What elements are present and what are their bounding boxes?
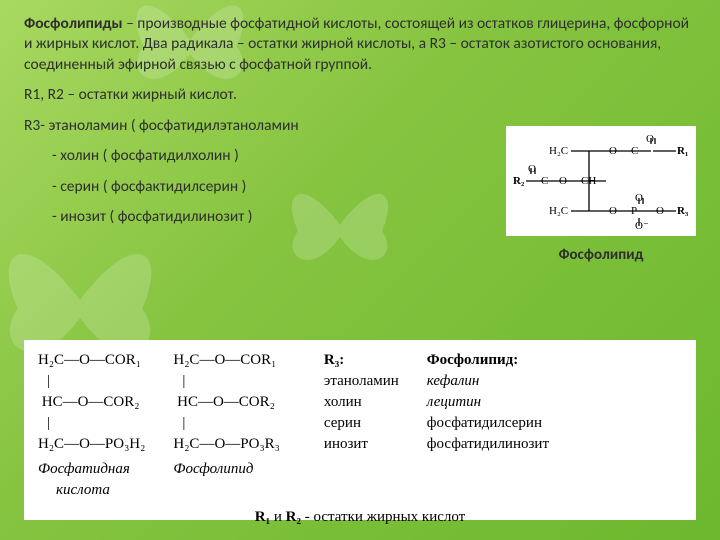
content-area: Фосфолипиды – производные фосфатидной ки…	[24, 14, 696, 228]
svg-text:H₂C: H₂C	[549, 205, 568, 217]
svg-text:C: C	[631, 145, 638, 157]
svg-text:R₃: R₃	[677, 205, 689, 217]
footer-tail: - остатки жирных кислот	[301, 509, 465, 525]
svg-text:CH: CH	[581, 175, 596, 187]
lower-columns: H₂C—O—COR₁ | HC—O—COR₂ | H₂C—O—PO₃H₂ Фос…	[38, 350, 682, 501]
name-2: фосфатидилсерин	[427, 413, 549, 434]
footer-r1: R₁	[255, 509, 270, 525]
r3-item-1: холин	[324, 392, 399, 413]
pa-label2: кислота	[38, 480, 145, 501]
svg-text:O: O	[635, 192, 643, 204]
name-1: лецитин	[427, 392, 549, 413]
svg-text:O: O	[559, 175, 567, 187]
pl-line1: H₂C—O—COR₁	[173, 350, 280, 371]
pa-line3: H₂C—O—PO₃H₂	[38, 434, 145, 455]
pl-label: Фосфолипид	[173, 459, 280, 480]
footer-line: R₁ и R₂ - остатки жирных кислот	[38, 509, 682, 526]
pl-bond2: |	[173, 413, 280, 434]
footer-mid: и	[270, 509, 286, 525]
r3-item-3: инозит	[324, 434, 399, 455]
phospholipid-structure-icon: H₂C O C O R₁ R₂ O C O CH H₂C O P O	[506, 126, 696, 236]
pl-line2: HC—O—COR₂	[173, 392, 280, 413]
r3-item-0: этаноламин	[324, 371, 399, 392]
pa-bond1: |	[38, 371, 145, 392]
pl-bond1: |	[173, 371, 280, 392]
svg-text:O: O	[656, 205, 664, 217]
col-names: Фосфолипид: кефалин лецитин фосфатидилсе…	[427, 350, 549, 501]
pl-line3: H₂C—O—PO₃R₃	[173, 434, 280, 455]
name-0: кефалин	[427, 371, 549, 392]
title-word: Фосфолипиды	[24, 14, 123, 33]
svg-text:O: O	[609, 205, 617, 217]
footer-r2: R₂	[286, 509, 301, 525]
svg-text:H₂C: H₂C	[549, 145, 568, 157]
intro-rest: – производные фосфатидной кислоты, состо…	[24, 14, 689, 74]
name-3: фосфатидилинозит	[427, 434, 549, 455]
svg-text:P: P	[631, 205, 637, 217]
r3-item-2: серин	[324, 413, 399, 434]
svg-text:O: O	[646, 133, 654, 145]
line-r12: R1, R2 – остатки жирный кислот.	[24, 85, 696, 105]
slide: Фосфолипиды – производные фосфатидной ки…	[0, 0, 720, 540]
structure-figure: H₂C O C O R₁ R₂ O C O CH H₂C O P O	[506, 126, 696, 264]
r3-header: R₃:	[324, 350, 399, 371]
svg-text:R₁: R₁	[677, 145, 688, 157]
svg-text:R₂: R₂	[513, 175, 525, 187]
svg-text:O: O	[609, 145, 617, 157]
structure-label: Фосфолипид	[506, 246, 696, 264]
col-phosphatidic-acid: H₂C—O—COR₁ | HC—O—COR₂ | H₂C—O—PO₃H₂ Фос…	[38, 350, 145, 501]
svg-text:O: O	[528, 163, 536, 175]
pa-line1: H₂C—O—COR₁	[38, 350, 145, 371]
col-r3: R₃: этаноламин холин серин инозит	[324, 350, 399, 501]
svg-text:C: C	[541, 175, 548, 187]
svg-text:O⁻: O⁻	[635, 220, 649, 231]
lower-panel: H₂C—O—COR₁ | HC—O—COR₂ | H₂C—O—PO₃H₂ Фос…	[24, 340, 696, 520]
pa-line2: HC—O—COR₂	[38, 392, 145, 413]
pa-bond2: |	[38, 413, 145, 434]
intro-paragraph: Фосфолипиды – производные фосфатидной ки…	[24, 14, 696, 75]
pa-label1: Фосфатидная	[38, 459, 145, 480]
names-header: Фосфолипид:	[427, 350, 549, 371]
col-phospholipid: H₂C—O—COR₁ | HC—O—COR₂ | H₂C—O—PO₃R₃ Фос…	[173, 350, 280, 501]
